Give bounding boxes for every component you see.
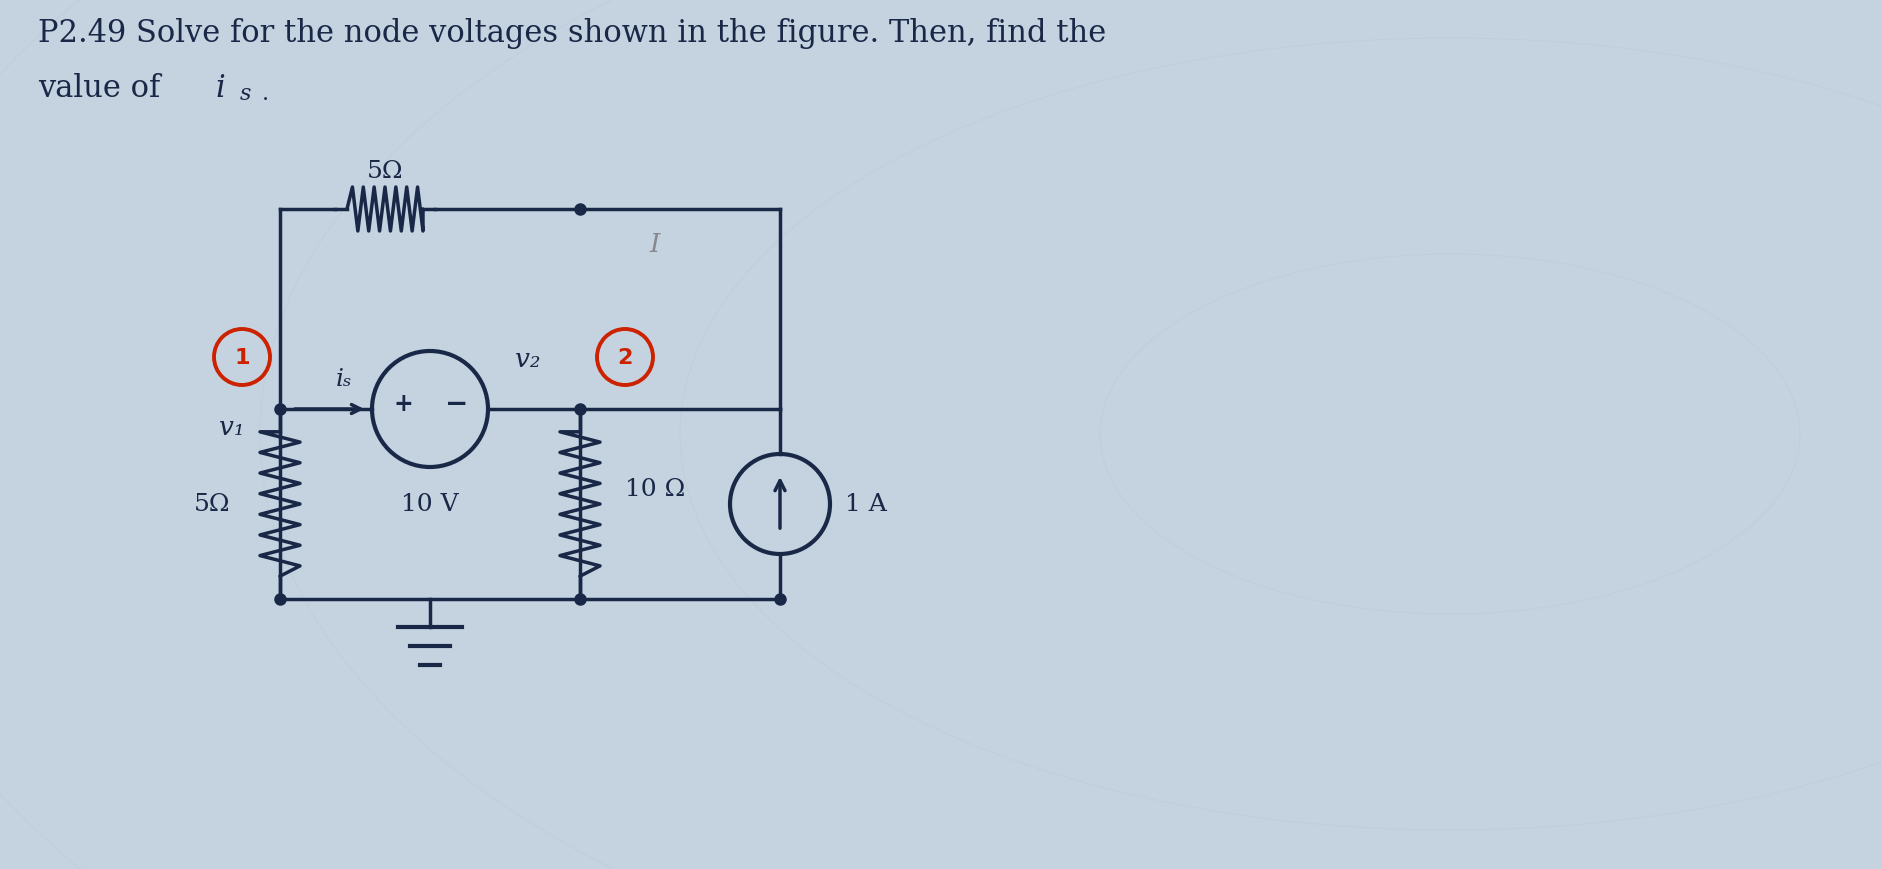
Text: 10 V: 10 V [401, 493, 459, 516]
Text: 1: 1 [233, 348, 250, 368]
Text: value of: value of [38, 73, 169, 104]
Text: 1 A: 1 A [845, 493, 886, 516]
Text: I: I [649, 232, 661, 257]
Text: 2: 2 [617, 348, 632, 368]
Text: i: i [215, 73, 224, 104]
Text: 10 Ω: 10 Ω [625, 478, 685, 501]
Text: +: + [393, 392, 412, 415]
Text: iₛ: iₛ [335, 368, 352, 391]
Text: v₂: v₂ [516, 347, 540, 372]
Text: .: . [262, 83, 269, 105]
Text: P2.49 Solve for the node voltages shown in the figure. Then, find the: P2.49 Solve for the node voltages shown … [38, 18, 1107, 49]
Text: 5Ω: 5Ω [367, 160, 403, 183]
Text: 5Ω: 5Ω [194, 493, 230, 516]
Text: v₁: v₁ [218, 415, 245, 440]
Text: s: s [241, 83, 252, 105]
Text: −: − [446, 389, 469, 417]
